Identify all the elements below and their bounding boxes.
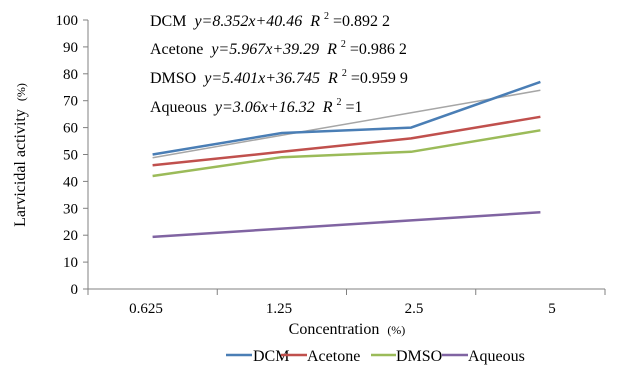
y-tick-90: 90 xyxy=(63,40,88,56)
y-tick-0: 0 xyxy=(71,282,88,298)
legend-label: DMSO xyxy=(396,348,442,365)
legend-label: DCM xyxy=(253,348,289,365)
equation-r2-label: R xyxy=(322,99,333,116)
legend: DCM Acetone DMSO Aqueous xyxy=(226,348,525,365)
legend-item-aqueous: Aqueous xyxy=(442,348,525,365)
equation-label: DCM xyxy=(150,13,186,30)
y-tick-60: 60 xyxy=(63,121,88,137)
legend-label: Aqueous xyxy=(468,348,525,365)
equation-label: Aqueous xyxy=(150,99,207,116)
equation-r2-value: =0.892 2 xyxy=(333,13,390,30)
y-tick-label: 90 xyxy=(63,40,78,56)
y-tick-30: 30 xyxy=(63,201,88,217)
equation-formula: y=8.352x+40.46 xyxy=(192,13,302,30)
y-axis-title-unit: (%) xyxy=(14,83,28,101)
y-tick-label: 70 xyxy=(63,94,78,110)
equation-formula: y=5.401x+36.745 xyxy=(202,70,320,87)
equation-r2-value: =1 xyxy=(345,99,362,116)
equation-label: Acetone xyxy=(150,41,203,58)
series-line-dcm xyxy=(152,80,541,156)
x-axis-labels: 0.625 1.25 2.5 5 xyxy=(129,301,556,317)
trendline xyxy=(152,89,541,159)
y-tick-label: 0 xyxy=(71,282,79,298)
y-tick-50: 50 xyxy=(63,148,88,164)
x-axis-ticks xyxy=(87,289,606,295)
x-axis-title-unit: (%) xyxy=(387,323,405,337)
y-tick-label: 10 xyxy=(63,255,78,271)
equation-dmso: DMSO y=5.401x+36.745 R 2 =0.959 9 xyxy=(150,63,408,87)
y-tick-20: 20 xyxy=(63,228,88,244)
equation-r2-value: =0.986 2 xyxy=(350,41,407,58)
y-tick-40: 40 xyxy=(63,174,88,190)
y-tick-80: 80 xyxy=(63,67,88,83)
equation-dcm: DCM y=8.352x+40.46 R 2 =0.892 2 xyxy=(150,6,390,30)
equation-r2-sup: 2 xyxy=(342,68,347,79)
equation-r2-label: R xyxy=(327,70,338,87)
legend-label: Acetone xyxy=(307,348,360,365)
legend-item-dmso: DMSO xyxy=(371,348,442,365)
series-line-dmso xyxy=(152,129,541,178)
equation-annotations: DCM y=8.352x+40.46 R 2 =0.892 2 Acetone … xyxy=(150,6,408,116)
equation-r2-sup: 2 xyxy=(324,11,329,22)
legend-item-acetone: Acetone xyxy=(281,348,360,365)
legend-item-dcm: DCM xyxy=(226,348,289,365)
series-line-aqueous xyxy=(152,210,541,239)
y-tick-label: 30 xyxy=(63,201,78,217)
y-tick-label: 20 xyxy=(63,228,78,244)
series-layer xyxy=(152,80,541,239)
x-tick-label: 5 xyxy=(548,301,556,317)
y-tick-label: 100 xyxy=(56,13,79,29)
equation-aqueous: Aqueous y=3.06x+16.32 R 2 =1 xyxy=(150,92,363,116)
y-tick-10: 10 xyxy=(63,255,88,271)
equation-r2-label: R xyxy=(309,13,320,30)
equation-formula: y=3.06x+16.32 xyxy=(213,99,315,116)
y-tick-70: 70 xyxy=(63,94,88,110)
y-tick-label: 60 xyxy=(63,121,78,137)
x-tick-label: 0.625 xyxy=(129,301,163,317)
x-axis-title-text: Concentration xyxy=(289,321,380,338)
y-axis-ticks: 0 10 20 30 40 50 60 70 80 90 100 xyxy=(56,13,88,298)
x-tick-label: 1.25 xyxy=(266,301,292,317)
equation-formula: y=5.967x+39.29 xyxy=(209,41,319,58)
y-tick-100: 100 xyxy=(56,13,88,29)
equation-r2-sup: 2 xyxy=(336,97,341,108)
y-axis-title: Larvicidal activity (%) xyxy=(12,83,29,227)
y-axis-title-text: Larvicidal activity xyxy=(12,109,29,227)
y-tick-label: 50 xyxy=(63,148,78,164)
equation-r2-label: R xyxy=(326,41,337,58)
x-axis-title: Concentration (%) xyxy=(289,321,406,338)
trendline-layer xyxy=(152,89,541,159)
equation-acetone: Acetone y=5.967x+39.29 R 2 =0.986 2 xyxy=(150,34,407,58)
equation-r2-sup: 2 xyxy=(341,39,346,50)
equation-label: DMSO xyxy=(150,70,196,87)
equation-r2-value: =0.959 9 xyxy=(351,70,408,87)
x-tick-label: 2.5 xyxy=(405,301,424,317)
y-tick-label: 40 xyxy=(63,174,78,190)
y-tick-label: 80 xyxy=(63,67,78,83)
series-line-acetone xyxy=(152,115,541,167)
